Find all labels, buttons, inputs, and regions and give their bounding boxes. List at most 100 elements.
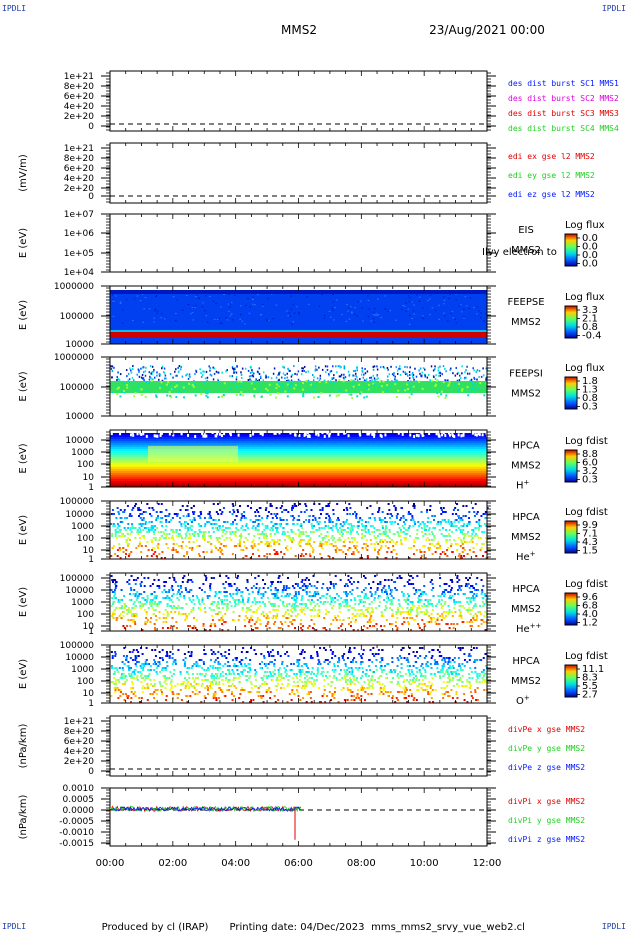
spec-pixel xyxy=(452,627,455,629)
spec-pixel xyxy=(477,527,480,529)
spec-pixel xyxy=(116,549,119,551)
spec-pixel xyxy=(370,595,373,597)
spec-pixel xyxy=(477,611,480,613)
spec-pixel xyxy=(208,531,211,533)
spec-pixel xyxy=(139,583,142,585)
spec-pixel xyxy=(132,603,135,605)
spec-pixel xyxy=(337,517,340,519)
spec-pixel xyxy=(423,551,426,553)
spec-pixel xyxy=(346,585,349,587)
spec-pixel xyxy=(323,314,326,316)
spec-pixel xyxy=(401,387,404,390)
spec-pixel xyxy=(240,595,243,597)
spec-pixel xyxy=(246,617,249,619)
spec-pixel xyxy=(331,307,333,309)
spec-pixel xyxy=(335,523,338,525)
spec-pixel xyxy=(351,311,353,313)
spec-pixel xyxy=(389,623,392,625)
spec-pixel xyxy=(169,394,172,397)
spec-pixel xyxy=(377,543,380,545)
spec-pixel xyxy=(284,390,287,393)
spec-pixel xyxy=(478,525,481,527)
spec-pixel xyxy=(315,587,318,589)
spec-pixel xyxy=(110,615,113,617)
spec-pixel xyxy=(290,382,293,385)
spec-pixel xyxy=(409,611,412,613)
spec-pixel xyxy=(246,581,249,583)
spec-pixel xyxy=(139,517,142,519)
spec-pixel xyxy=(395,589,398,591)
spec-pixel xyxy=(112,603,115,605)
spec-pixel xyxy=(408,377,411,380)
spec-pixel xyxy=(472,595,475,597)
spec-pixel xyxy=(472,587,475,589)
spec-pixel xyxy=(374,314,376,316)
spec-pixel xyxy=(480,593,483,595)
spec-pixel xyxy=(307,579,310,581)
spec-pixel xyxy=(154,529,157,531)
spec-pixel xyxy=(423,545,426,547)
spec-pixel xyxy=(424,557,427,559)
spec-pixel xyxy=(278,382,281,385)
spec-pixel xyxy=(412,525,415,527)
spec-pixel xyxy=(305,593,308,595)
spec-pixel xyxy=(235,376,238,379)
spec-pixel xyxy=(214,519,217,521)
spec-pixel xyxy=(211,619,214,621)
spec-pixel xyxy=(345,519,348,521)
spec-pixel xyxy=(156,312,159,314)
spec-pixel xyxy=(214,625,217,627)
spec-pixel xyxy=(166,515,169,517)
spec-pixel xyxy=(290,379,293,382)
spec-pixel xyxy=(467,535,470,537)
spec-pixel xyxy=(289,369,291,372)
spec-pixel xyxy=(203,381,206,384)
spec-pixel xyxy=(332,301,335,303)
spec-pixel xyxy=(447,611,450,613)
spec-pixel xyxy=(389,521,392,523)
spec-pixel xyxy=(149,585,152,587)
spec-pixel xyxy=(267,587,270,589)
spec-pixel xyxy=(130,531,133,533)
spec-gap xyxy=(321,431,324,435)
spec-pixel xyxy=(285,519,288,521)
spec-pixel xyxy=(236,577,239,579)
spec-pixel xyxy=(150,525,153,527)
spec-pixel xyxy=(459,611,462,613)
spec-pixel xyxy=(442,617,445,619)
spec-pixel xyxy=(131,376,134,379)
spec-pixel xyxy=(272,593,275,595)
spec-gap xyxy=(438,434,441,438)
spec-row xyxy=(110,467,487,469)
spec-pixel xyxy=(300,525,303,527)
spec-pixel xyxy=(385,525,388,527)
spec-pixel xyxy=(413,505,416,507)
spec-pixel xyxy=(339,579,342,581)
spec-pixel xyxy=(219,509,222,511)
spec-pixel xyxy=(427,517,430,519)
spec-pixel xyxy=(342,521,345,523)
spec-pixel xyxy=(445,541,448,543)
spec-pixel xyxy=(382,519,385,521)
spec-pixel xyxy=(136,597,139,599)
spec-pixel xyxy=(340,549,343,551)
spec-pixel xyxy=(425,609,428,611)
spec-pixel xyxy=(472,529,475,531)
spec-pixel xyxy=(454,507,457,509)
spec-pixel xyxy=(267,511,270,513)
spec-pixel xyxy=(472,384,475,387)
spec-pixel xyxy=(448,611,451,613)
spec-pixel xyxy=(158,378,160,381)
spec-pixel xyxy=(139,509,142,511)
y-tick-label: 1000 xyxy=(71,522,94,532)
spec-pixel xyxy=(342,551,345,553)
spec-pixel xyxy=(472,615,475,617)
spec-pixel xyxy=(455,525,458,527)
spec-pixel xyxy=(327,539,330,541)
spec-pixel xyxy=(428,615,431,617)
spec-pixel xyxy=(226,319,229,321)
spec-pixel xyxy=(206,376,209,379)
spec-row xyxy=(110,473,487,475)
spec-pixel xyxy=(385,389,388,392)
